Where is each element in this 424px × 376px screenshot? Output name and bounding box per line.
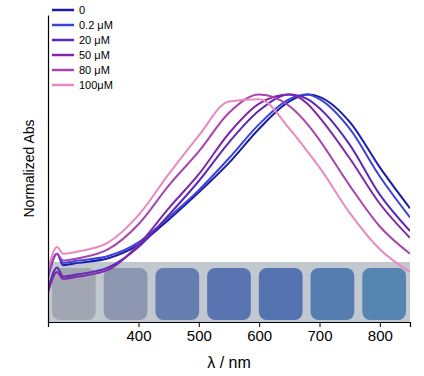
- x-axis: 400 500 600 700 800: [49, 322, 411, 344]
- legend-swatch: [52, 84, 74, 87]
- x-axis-line: [49, 323, 411, 328]
- spectrum-line: [48, 95, 410, 293]
- x-tick: 400: [126, 322, 151, 344]
- legend-label: 0.2 μM: [79, 19, 113, 31]
- legend-item: 20 μM: [52, 34, 110, 46]
- x-tick: 600: [247, 322, 272, 344]
- x-tick-label: 800: [368, 327, 393, 344]
- legend-swatch: [52, 69, 74, 72]
- legend-item: 0: [52, 4, 85, 16]
- legend-label: 20 μM: [79, 34, 110, 46]
- x-tick-label: 400: [126, 327, 151, 344]
- x-tick-label: 700: [307, 327, 332, 344]
- x-axis-title: λ / nm: [207, 354, 251, 371]
- vial: [362, 268, 406, 320]
- legend-label: 80 μM: [79, 64, 110, 76]
- spectrum-line: [48, 95, 410, 277]
- legend-swatch: [52, 9, 74, 12]
- spectrum-line: [48, 95, 410, 277]
- x-tick-label: 500: [187, 327, 212, 344]
- vial: [155, 268, 199, 320]
- legend-item: 0.2 μM: [52, 19, 113, 31]
- legend-item: 50 μM: [52, 49, 110, 61]
- x-tick: 500: [187, 322, 212, 344]
- legend-swatch: [52, 24, 74, 27]
- legend: 0 0.2 μM 20 μM 50 μM 80 μM 100μM: [52, 4, 113, 91]
- y-axis-title: Normalized Abs: [21, 119, 37, 217]
- legend-swatch: [52, 54, 74, 57]
- vial: [207, 268, 251, 320]
- legend-item: 80 μM: [52, 64, 110, 76]
- chart: 400 500 600 700 800 λ / nm Normalized Abs 0 0.2 …: [0, 0, 424, 376]
- x-tick-label: 600: [247, 327, 272, 344]
- spectrum-line: [48, 95, 410, 291]
- legend-label: 0: [79, 4, 85, 16]
- legend-swatch: [52, 39, 74, 42]
- legend-item: 100μM: [52, 79, 113, 91]
- vial: [259, 268, 303, 320]
- y-axis: [48, 16, 49, 323]
- x-tick: 700: [307, 322, 332, 344]
- vial: [104, 268, 148, 320]
- y-axis-line: [48, 16, 49, 323]
- legend-label: 100μM: [79, 79, 113, 91]
- legend-label: 50 μM: [79, 49, 110, 61]
- spectrum-line: [48, 95, 410, 277]
- plot-area: [48, 95, 410, 293]
- vial: [311, 268, 355, 320]
- spectrum-line: [48, 99, 410, 272]
- x-tick: 800: [368, 322, 393, 344]
